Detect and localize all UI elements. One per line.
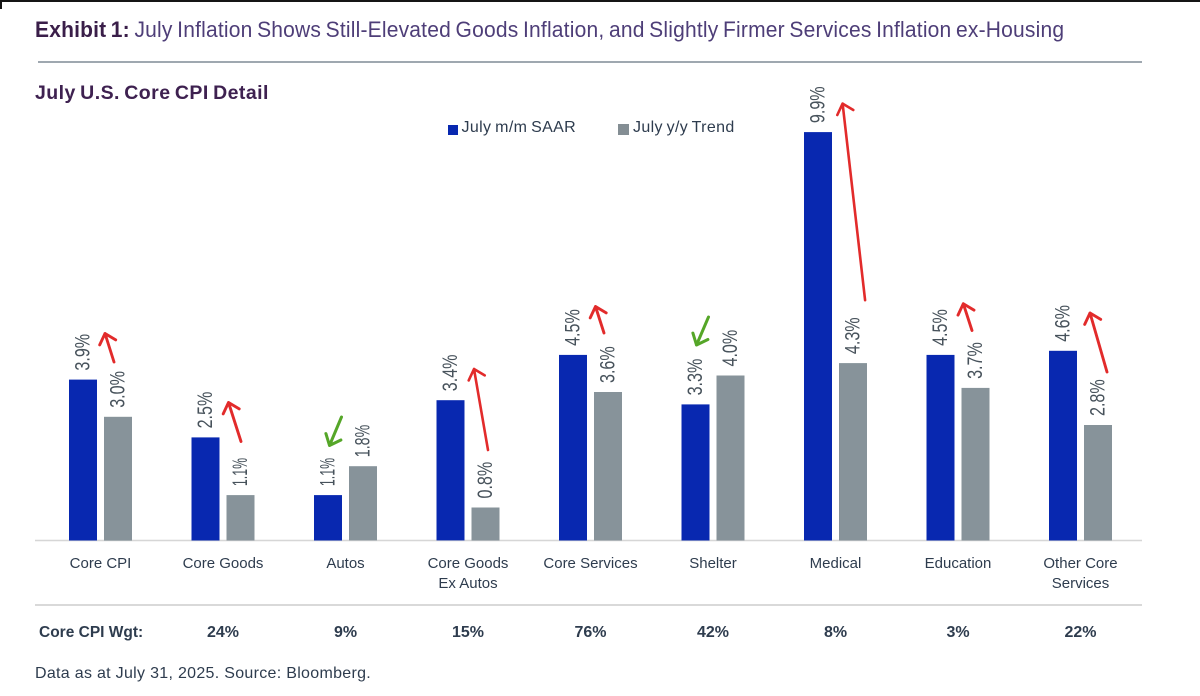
svg-text:1.8%: 1.8%: [351, 425, 374, 457]
svg-text:4.5%: 4.5%: [560, 309, 584, 346]
svg-text:4.0%: 4.0%: [718, 330, 742, 367]
svg-text:4.3%: 4.3%: [840, 317, 864, 354]
svg-text:1.1%: 1.1%: [315, 458, 339, 486]
svg-text:3.0%: 3.0%: [105, 371, 129, 408]
svg-text:3.3%: 3.3%: [683, 359, 707, 396]
svg-text:4.5%: 4.5%: [928, 309, 952, 346]
svg-text:3.7%: 3.7%: [963, 342, 987, 379]
svg-text:9.9%: 9.9%: [805, 86, 829, 123]
svg-text:2.5%: 2.5%: [193, 392, 217, 429]
svg-text:1.1%: 1.1%: [227, 458, 251, 486]
svg-text:0.8%: 0.8%: [473, 462, 497, 499]
svg-text:3.9%: 3.9%: [70, 334, 94, 371]
svg-text:2.8%: 2.8%: [1085, 379, 1109, 416]
svg-text:3.6%: 3.6%: [595, 346, 619, 383]
svg-text:4.6%: 4.6%: [1050, 305, 1074, 342]
svg-text:3.4%: 3.4%: [438, 354, 462, 391]
